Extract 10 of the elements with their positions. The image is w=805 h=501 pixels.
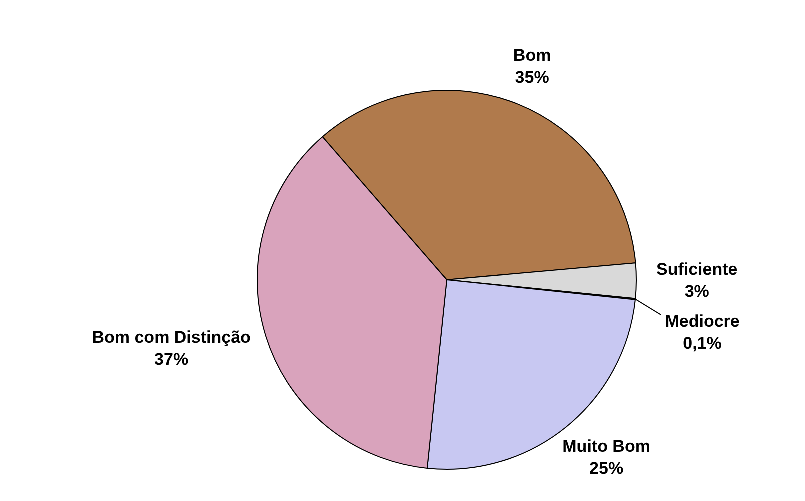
data-label: 3% (684, 282, 710, 301)
data-label: 37% (154, 350, 189, 369)
data-label: 0,1% (683, 334, 722, 353)
slice-label: Muito Bom (562, 436, 650, 456)
data-label: 25% (590, 458, 624, 478)
slice-label: Bom com Distinção (92, 328, 251, 347)
slice-label: Bom (513, 46, 552, 65)
slice-label: Suficiente (656, 260, 738, 279)
data-label: 35% (515, 68, 550, 87)
slice-label: Mediocre (665, 312, 740, 331)
